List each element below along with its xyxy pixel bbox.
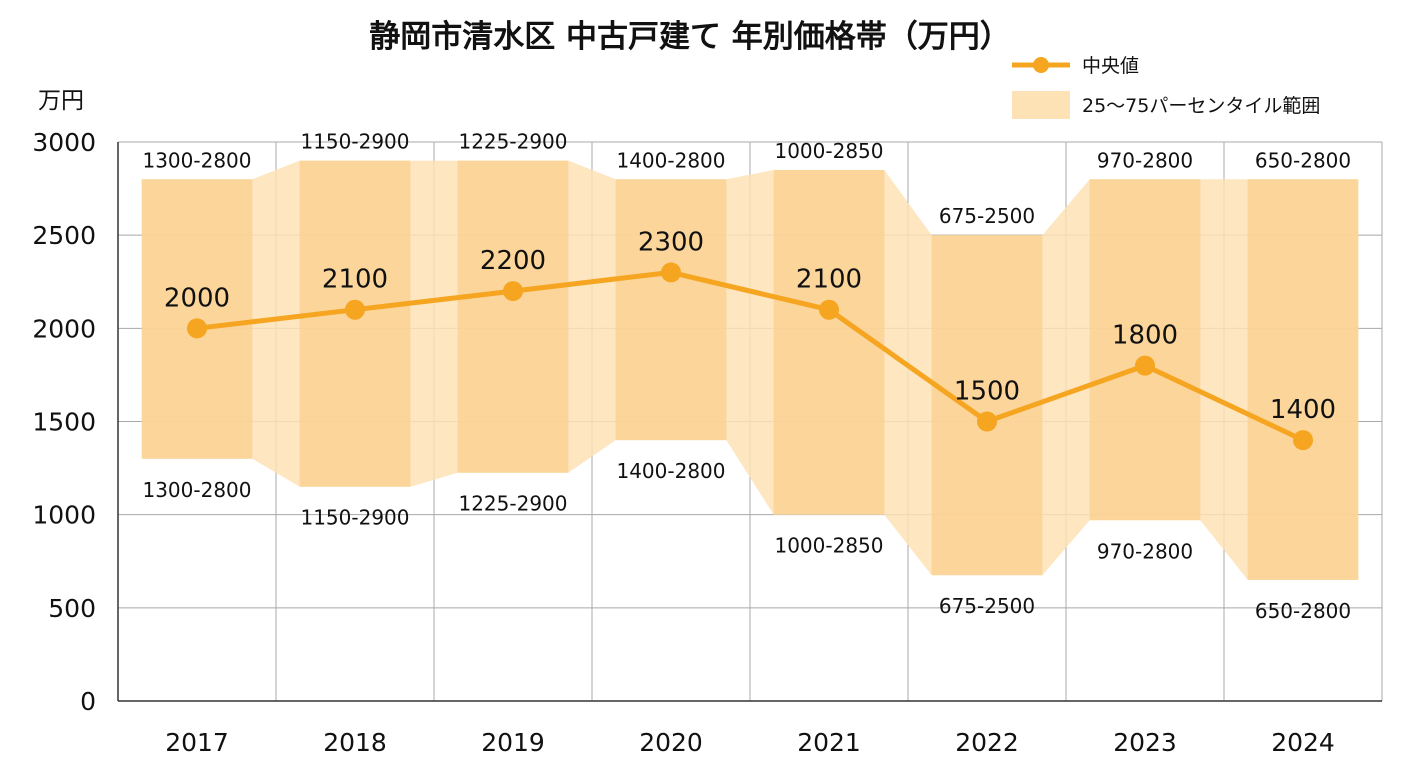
median-value-label: 2100 <box>796 265 862 295</box>
x-tick-label: 2022 <box>955 728 1019 757</box>
median-point <box>661 262 681 283</box>
range-label-bottom: 650-2800 <box>1255 599 1351 623</box>
median-point <box>977 411 997 432</box>
range-label-top: 1000-2850 <box>774 139 883 163</box>
range-label-bottom: 1400-2800 <box>616 459 725 483</box>
range-label-top: 1225-2900 <box>458 130 567 154</box>
y-tick-label: 3000 <box>32 128 96 157</box>
x-tick-label: 2019 <box>481 728 545 757</box>
range-label-bottom: 675-2500 <box>939 594 1035 618</box>
x-tick-label: 2021 <box>797 728 861 757</box>
chart-title: 静岡市清水区 中古戸建て 年別価格帯（万円） <box>369 19 1011 55</box>
x-tick-label: 2023 <box>1113 728 1177 757</box>
range-bar <box>615 179 727 441</box>
y-tick-label: 500 <box>48 594 96 623</box>
median-value-label: 1800 <box>1112 321 1178 351</box>
median-value-label: 2100 <box>322 265 388 295</box>
y-axis-unit: 万円 <box>38 88 84 114</box>
range-label-bottom: 1000-2850 <box>774 534 883 558</box>
range-bar <box>457 160 569 473</box>
range-label-top: 650-2800 <box>1255 148 1351 172</box>
x-tick-label: 2017 <box>165 728 229 757</box>
range-band <box>141 160 1359 580</box>
legend-median-marker-icon <box>1033 57 1049 73</box>
axes: 0 500 1000 1500 2000 2500 3000 2017 2018 2019 2020… <box>32 128 1382 757</box>
median-value-label: 2300 <box>638 227 704 257</box>
range-bar <box>773 169 885 515</box>
range-band-area <box>141 160 1359 580</box>
data-labels: 2000 2100 2200 2300 2100 1500 1800 1400 1300-280… <box>142 130 1351 623</box>
y-tick-label: 1500 <box>32 408 96 437</box>
x-tick-label: 2024 <box>1271 728 1335 757</box>
median-value-label: 1400 <box>1270 395 1336 425</box>
range-label-top: 1300-2800 <box>142 148 251 172</box>
median-series-line <box>196 269 1305 443</box>
y-tick-label: 2000 <box>32 314 96 343</box>
range-label-bottom: 1150-2900 <box>300 506 409 530</box>
median-value-label: 2200 <box>480 246 546 276</box>
x-tick-label: 2020 <box>639 728 703 757</box>
y-tick-label: 1000 <box>32 501 96 530</box>
median-point <box>1293 430 1313 451</box>
median-point <box>819 299 839 320</box>
legend-median-label: 中央値 <box>1082 55 1139 77</box>
range-label-top: 1400-2800 <box>616 148 725 172</box>
legend: 中央値 25〜75パーセンタイル範囲 <box>1012 55 1320 119</box>
range-label-top: 1150-2900 <box>300 130 409 154</box>
legend-range-label: 25〜75パーセンタイル範囲 <box>1082 95 1320 117</box>
legend-range-swatch-icon <box>1012 91 1070 119</box>
y-tick-label: 0 <box>80 687 96 716</box>
median-value-label: 2000 <box>164 283 230 313</box>
range-label-bottom: 1300-2800 <box>142 478 251 502</box>
range-bar <box>931 235 1043 576</box>
median-point <box>345 299 365 320</box>
median-point <box>187 318 207 339</box>
median-value-label: 1500 <box>954 377 1020 407</box>
range-label-top: 970-2800 <box>1097 148 1193 172</box>
range-bar <box>1247 179 1359 580</box>
range-bars <box>141 160 1359 580</box>
range-bar <box>299 160 411 487</box>
median-line <box>187 262 1313 451</box>
range-label-bottom: 1225-2900 <box>458 492 567 516</box>
median-point <box>503 281 523 302</box>
y-tick-label: 2500 <box>32 221 96 250</box>
range-bar <box>1089 179 1201 521</box>
range-label-top: 675-2500 <box>939 204 1035 228</box>
median-point <box>1135 355 1155 376</box>
x-tick-label: 2018 <box>323 728 387 757</box>
range-label-bottom: 970-2800 <box>1097 539 1193 563</box>
